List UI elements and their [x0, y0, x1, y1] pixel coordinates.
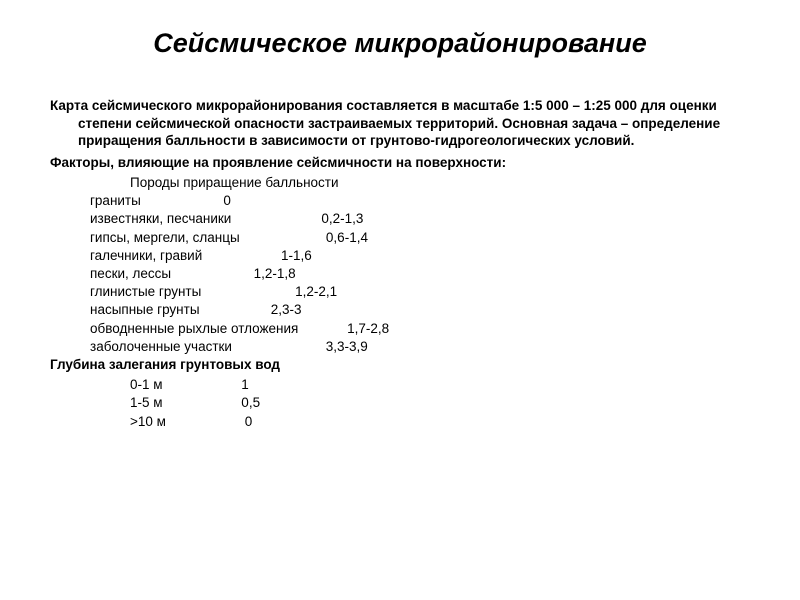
table-row: граниты 0: [50, 192, 750, 210]
page-title: Сейсмическое микрорайонирование: [50, 28, 750, 59]
factors-heading: Факторы, влияющие на проявление сейсмичн…: [50, 154, 750, 172]
table-row: >10 м 0: [50, 413, 750, 431]
table-row: 1-5 м 0,5: [50, 394, 750, 412]
table-row: насыпные грунты 2,3-3: [50, 301, 750, 319]
depths-table: 0-1 м 11-5 м 0,5>10 м 0: [50, 376, 750, 431]
table-row: гипсы, мергели, сланцы 0,6-1,4: [50, 229, 750, 247]
col-header-rock: Породы: [130, 175, 180, 190]
intro-paragraph: Карта сейсмического микрорайонирования с…: [78, 97, 750, 150]
table-row: галечники, гравий 1-1,6: [50, 247, 750, 265]
table-row: пески, лессы 1,2-1,8: [50, 265, 750, 283]
table-row: глинистые грунты 1,2-2,1: [50, 283, 750, 301]
table-row: 0-1 м 1: [50, 376, 750, 394]
col-header-increment: приращение балльности: [183, 175, 338, 190]
table-row: обводненные рыхлые отложения 1,7-2,8: [50, 320, 750, 338]
table-row: известняки, песчаники 0,2-1,3: [50, 210, 750, 228]
depth-heading: Глубина залегания грунтовых вод: [50, 356, 750, 374]
table-row: заболоченные участки 3,3-3,9: [50, 338, 750, 356]
rocks-table-header: Породы приращение балльности: [50, 174, 750, 192]
rocks-table: граниты 0известняки, песчаники 0,2-1,3ги…: [50, 192, 750, 356]
